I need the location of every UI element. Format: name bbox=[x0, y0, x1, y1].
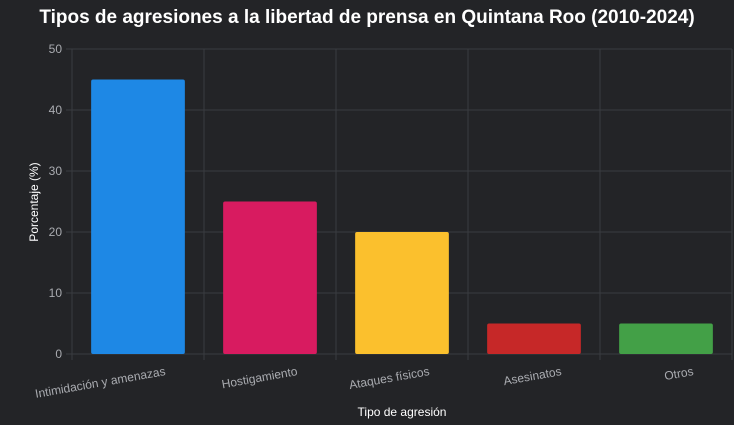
y-tick-label: 0 bbox=[55, 347, 62, 361]
y-tick-label: 10 bbox=[49, 286, 63, 300]
y-tick-label: 20 bbox=[49, 225, 63, 239]
x-tick-label: Asesinatos bbox=[502, 364, 562, 388]
x-axis-title: Tipo de agresión bbox=[358, 405, 447, 419]
bars bbox=[91, 79, 713, 354]
y-axis-title: Porcentaje (%) bbox=[27, 162, 41, 241]
bar bbox=[487, 323, 581, 354]
x-tick-label: Ataques físicos bbox=[348, 364, 431, 392]
y-tick-label: 30 bbox=[49, 164, 63, 178]
y-axis-ticks: 0 10 20 30 40 50 bbox=[49, 42, 63, 361]
bar bbox=[619, 323, 713, 354]
bar bbox=[91, 79, 185, 354]
bar bbox=[355, 232, 449, 354]
chart-title: Tipos de agresiones a la libertad de pre… bbox=[39, 7, 694, 28]
x-tick-label: Hostigamiento bbox=[221, 364, 299, 391]
y-tick-label: 40 bbox=[49, 103, 63, 117]
x-tick-label: Intimidación y amenazas bbox=[34, 364, 167, 401]
bar bbox=[223, 201, 317, 354]
x-tick-label: Otros bbox=[663, 364, 694, 383]
x-axis-ticks: Intimidación y amenazas Hostigamiento Ataq… bbox=[34, 364, 695, 401]
y-tick-label: 50 bbox=[49, 42, 63, 56]
